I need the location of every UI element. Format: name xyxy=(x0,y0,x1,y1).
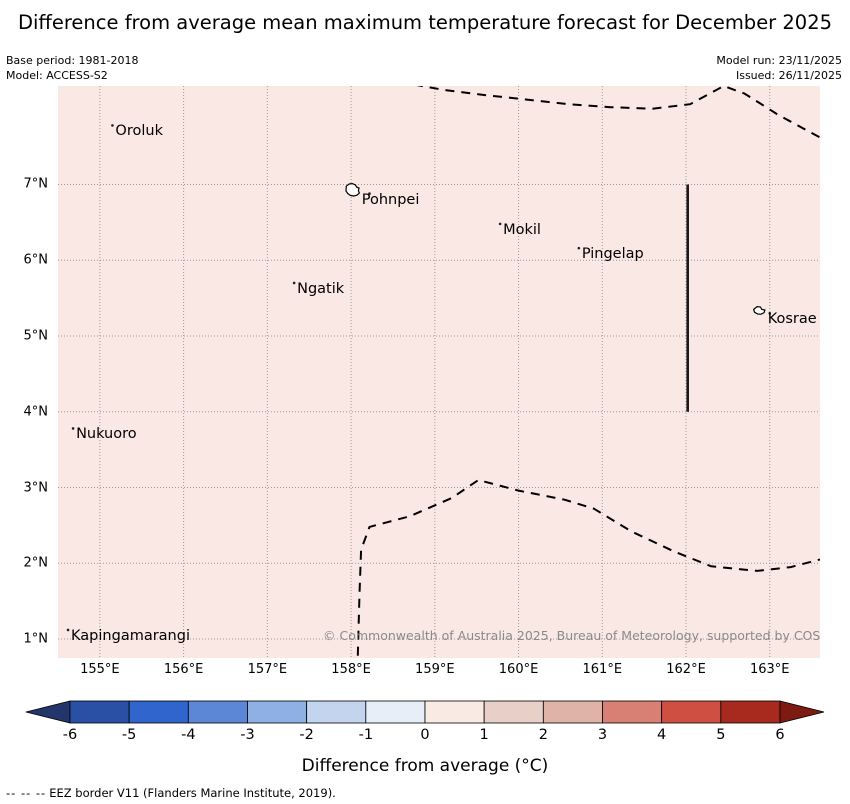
longitude-tick-label: 158°E xyxy=(331,662,371,677)
map-graphics xyxy=(58,86,820,658)
longitude-tick-label: 161°E xyxy=(582,662,623,677)
pohnpei-island-outline xyxy=(345,182,361,197)
colorbar-band xyxy=(424,700,485,724)
colorbar-band xyxy=(128,700,189,724)
colorbar-tick-label: -4 xyxy=(181,727,196,743)
kosrae-island-outline xyxy=(753,305,766,315)
place-marker xyxy=(66,628,70,632)
model-run-text: Model run: 23/11/2025 xyxy=(716,54,842,67)
metadata-left: Base period: 1981-2018 Model: ACCESS-S2 xyxy=(6,54,138,83)
colorbar-band xyxy=(542,700,603,724)
colorbar-tick-label: 5 xyxy=(716,727,726,743)
longitude-axis: 155°E 156°E 157°E 158°E 159°E 160°E 161°E 162°E… xyxy=(58,662,820,682)
eez-dash-sample-icon: -- -- -- xyxy=(6,786,47,800)
colorbar-band xyxy=(69,700,130,724)
latitude-tick-label: 3°N xyxy=(23,480,49,496)
longitude-tick-label: 159°E xyxy=(415,662,455,677)
latitude-tick-label: 7°N xyxy=(23,176,49,192)
place-label-kapingamarangi: Kapingamarangi xyxy=(71,627,190,644)
latitude-tick-label: 6°N xyxy=(23,252,49,268)
longitude-tick-label: 157°E xyxy=(247,662,288,677)
colorbar-tick-label: 4 xyxy=(657,727,667,743)
eez-border-north xyxy=(416,86,820,139)
colorbar-band xyxy=(365,700,426,724)
longitude-tick-label: 156°E xyxy=(163,662,204,677)
colorbar[interactable]: -6 -5 -4 -3 -2 -1 0 1 2 3 4 5 6 xyxy=(0,697,850,743)
place-marker xyxy=(768,311,772,315)
place-marker xyxy=(111,124,114,127)
colorbar-band xyxy=(187,700,248,724)
longitude-tick-label: 155°E xyxy=(80,662,120,677)
place-label-pingelap: Pingelap xyxy=(581,246,644,263)
longitude-tick-label: 163°E xyxy=(749,662,790,677)
map-attribution: © Commonwealth of Australia 2025, Bureau… xyxy=(323,628,820,643)
colorbar-tick-label: -5 xyxy=(121,727,137,743)
colorbar-tick-label: -3 xyxy=(240,727,255,743)
longitude-tick-label: 160°E xyxy=(498,662,539,677)
latitude-axis: 1°N 2°N 3°N 4°N 5°N 6°N 7°N xyxy=(0,86,52,658)
colorbar-band xyxy=(306,700,367,724)
place-marker xyxy=(71,427,75,430)
colorbar-band xyxy=(483,700,544,724)
colorbar-over-arrow xyxy=(779,700,825,724)
longitude-tick-label: 162°E xyxy=(666,662,706,677)
colorbar-band xyxy=(247,700,308,724)
colorbar-tick-label: -2 xyxy=(299,727,314,743)
colorbar-tick-label: -1 xyxy=(358,727,374,743)
eez-footnote-text: EEZ border V11 (Flanders Marine Institut… xyxy=(49,786,336,800)
page-title: Difference from average mean maximum tem… xyxy=(17,11,833,34)
latitude-tick-label: 1°N xyxy=(23,631,49,647)
colorbar-title: Difference from average (°C) xyxy=(301,756,549,776)
place-marker xyxy=(498,222,502,226)
latitude-tick-label: 4°N xyxy=(23,404,49,420)
latitude-tick-label: 5°N xyxy=(23,328,49,344)
place-marker xyxy=(292,281,296,285)
colorbar-tick-label: 3 xyxy=(597,727,608,743)
forecast-map[interactable]: Oroluk Pohnpei Mokil Pingelap Ngatik Kosrae Nu… xyxy=(58,86,820,658)
colorbar-tick-label: 6 xyxy=(775,727,785,743)
eez-footnote: -- -- -- EEZ border V11 (Flanders Marine … xyxy=(6,786,336,800)
eez-border-south xyxy=(356,478,820,656)
colorbar-tick-label: 1 xyxy=(479,727,489,743)
issued-text: Issued: 26/11/2025 xyxy=(735,68,842,82)
colorbar-under-arrow xyxy=(25,700,71,724)
place-label-pohnpei: Pohnpei xyxy=(361,191,420,208)
model-text: Model: ACCESS-S2 xyxy=(6,68,108,82)
colorbar-tick-label: 2 xyxy=(538,727,548,743)
colorbar-tick-label: -6 xyxy=(62,727,78,743)
place-label-nukuoro: Nukuoro xyxy=(76,426,137,443)
place-label-mokil: Mokil xyxy=(503,221,541,238)
colorbar-swatches xyxy=(25,700,825,724)
place-label-kosrae: Kosrae xyxy=(767,311,817,328)
base-period-text: Base period: 1981-2018 xyxy=(6,54,139,67)
place-label-ngatik: Ngatik xyxy=(297,280,345,297)
colorbar-band xyxy=(602,700,663,724)
metadata-right: Model run: 23/11/2025 Issued: 26/11/2025 xyxy=(716,54,842,83)
colorbar-band xyxy=(720,700,781,724)
colorbar-tick-label: 0 xyxy=(420,727,430,743)
place-label-oroluk: Oroluk xyxy=(115,123,163,140)
place-marker xyxy=(577,246,581,250)
place-marker xyxy=(368,192,371,195)
colorbar-band xyxy=(661,700,722,724)
latitude-tick-label: 2°N xyxy=(23,555,49,571)
colorbar-tick-labels: -6 -5 -4 -3 -2 -1 0 1 2 3 4 5 6 xyxy=(0,727,850,747)
